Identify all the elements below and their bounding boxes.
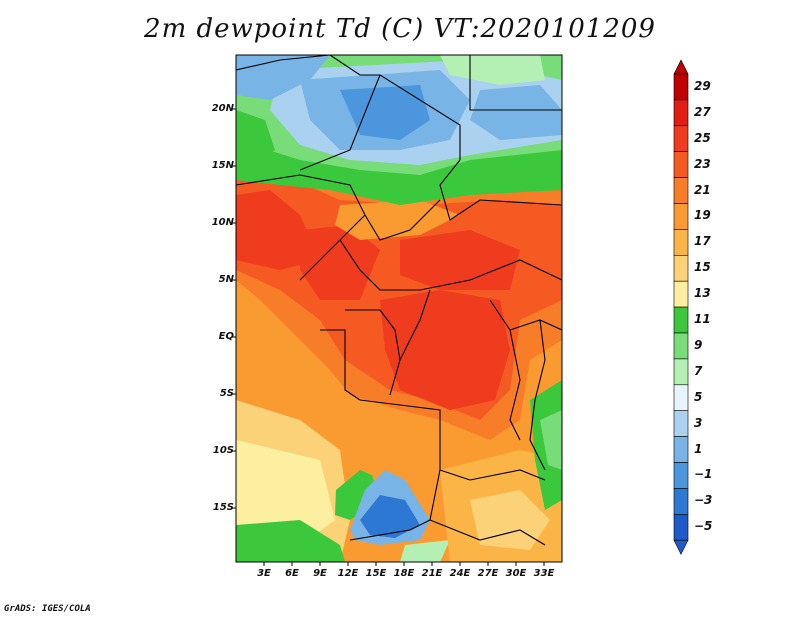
colorbar-label: 27 [694, 104, 711, 119]
colorbar-label: 11 [694, 312, 711, 327]
lon-label-27e: 27E [477, 568, 499, 579]
colorbar-label: −3 [694, 493, 713, 508]
colorbar-label: 5 [694, 389, 703, 404]
colorbar-bottom-arrow [673, 539, 689, 555]
lat-label-5n: 5N [218, 274, 234, 285]
lon-label-15e: 15E [365, 568, 387, 579]
colorbar-label: 25 [694, 130, 711, 145]
colorbar-top-arrow [673, 59, 689, 75]
lat-label-10n: 10N [211, 217, 234, 228]
lon-label-30e: 30E [505, 568, 527, 579]
colorbar-swatch [673, 332, 689, 360]
colorbar-swatch [673, 462, 689, 489]
colorbar-swatch [673, 73, 689, 101]
lon-label-24e: 24E [449, 568, 471, 579]
colorbar [673, 59, 689, 555]
lon-label-21e: 21E [421, 568, 443, 579]
colorbar-swatch [673, 151, 689, 178]
lat-label-eq: EQ [218, 331, 234, 342]
colorbar-swatch [673, 229, 689, 256]
colorbar-label: 9 [694, 337, 703, 352]
colorbar-swatch [673, 436, 689, 463]
colorbar-swatch [673, 410, 689, 437]
colorbar-label: −5 [694, 519, 713, 534]
lat-label-5s: 5S [219, 388, 234, 399]
colorbar-label: 29 [694, 78, 711, 93]
colorbar-label: 15 [694, 260, 711, 275]
colorbar-swatch [673, 280, 689, 308]
lon-label-18e: 18E [393, 568, 415, 579]
colorbar-label: 17 [694, 234, 711, 249]
colorbar-swatch [673, 488, 689, 515]
colorbar-label: 7 [694, 363, 703, 378]
lon-label-33e: 33E [533, 568, 555, 579]
lat-label-15s: 15S [212, 502, 234, 513]
colorbar-label: 23 [694, 156, 711, 171]
lat-label-15n: 15N [211, 160, 234, 171]
map-title: 2m dewpoint Td (C) VT:2020101209 [144, 14, 656, 44]
colorbar-swatch [673, 99, 689, 127]
colorbar-swatch [673, 384, 689, 411]
colorbar-swatch [673, 306, 689, 334]
colorbar-label: −1 [694, 467, 713, 482]
lat-label-20n: 20N [211, 103, 234, 114]
lon-label-9e: 9E [313, 568, 327, 579]
lat-label-10s: 10S [212, 445, 234, 456]
colorbar-swatch [673, 177, 689, 204]
colorbar-label: 3 [694, 415, 703, 430]
colorbar-swatch [673, 203, 689, 230]
colorbar-swatch [673, 255, 689, 282]
colorbar-swatch [673, 358, 689, 386]
lon-label-3e: 3E [257, 568, 271, 579]
colorbar-label: 13 [694, 286, 711, 301]
country-borders [236, 55, 562, 546]
colorbar-swatch [673, 513, 689, 541]
axis-ticks [232, 108, 545, 566]
credit-text: GrADS: IGES/COLA [4, 604, 91, 614]
colorbar-label: 1 [694, 441, 703, 456]
lon-label-6e: 6E [285, 568, 299, 579]
colorbar-label: 21 [694, 182, 711, 197]
colorbar-label: 19 [694, 208, 711, 223]
lon-label-12e: 12E [337, 568, 359, 579]
colorbar-swatch [673, 125, 689, 153]
dewpoint-field [236, 55, 562, 562]
